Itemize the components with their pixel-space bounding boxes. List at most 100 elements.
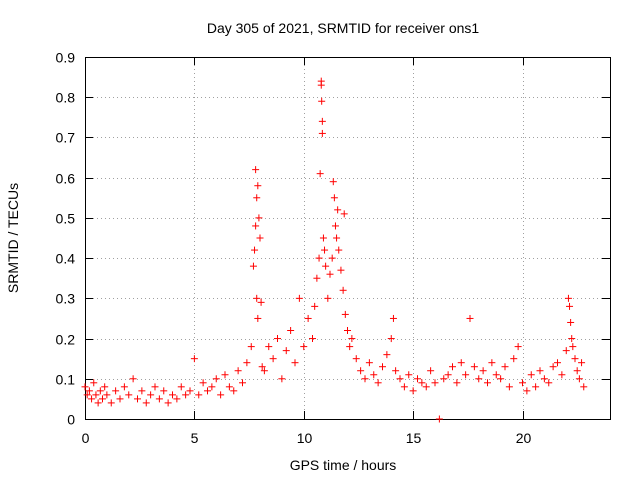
data-point [225, 383, 233, 391]
data-point [134, 395, 141, 403]
y-tick-label: 0.4 [56, 251, 76, 267]
data-point [479, 367, 487, 375]
data-point [328, 254, 336, 262]
y-axis-label: SRMTID / TECUs [5, 183, 21, 293]
data-point [462, 371, 470, 379]
data-point [339, 286, 347, 294]
data-point [575, 375, 583, 383]
grid [85, 57, 610, 419]
data-point [254, 314, 262, 322]
data-point [212, 375, 220, 383]
data-point [475, 375, 483, 383]
data-point [333, 234, 341, 242]
data-point [568, 335, 576, 343]
data-point [326, 270, 334, 278]
data-point [422, 383, 430, 391]
data-point [324, 294, 332, 302]
y-tick-label: 0 [67, 412, 75, 428]
data-point [147, 391, 155, 399]
x-axis-label: GPS time / hours [290, 457, 397, 473]
data-point [409, 387, 417, 395]
data-point [337, 266, 345, 274]
data-point [405, 371, 413, 379]
data-point [564, 294, 572, 302]
data-point [344, 327, 351, 335]
data-point [414, 375, 421, 383]
data-point [329, 178, 337, 186]
x-tick-label: 15 [406, 430, 422, 446]
data-point [348, 335, 356, 343]
data-point [383, 351, 391, 359]
data-point [431, 379, 439, 387]
plot-frame [85, 57, 611, 420]
data-point [255, 214, 263, 222]
y-tick-label: 0.5 [56, 211, 76, 227]
data-point [101, 383, 109, 391]
data-point [257, 298, 265, 306]
data-point [316, 170, 324, 178]
data-point [195, 391, 203, 399]
data-point [340, 210, 348, 218]
data-point [322, 262, 330, 270]
y-tick-label: 0.3 [56, 291, 76, 307]
data-point [352, 355, 360, 363]
data-point [492, 371, 500, 379]
data-point [103, 391, 111, 399]
data-point [562, 347, 570, 355]
data-point [558, 371, 566, 379]
data-point [142, 399, 150, 407]
data-point [243, 359, 251, 367]
data-point [291, 359, 299, 367]
data-point [396, 375, 404, 383]
data-point [501, 363, 509, 371]
data-point [392, 367, 400, 375]
data-point [374, 379, 382, 387]
data-point [331, 222, 339, 230]
data-point [304, 314, 312, 322]
data-point [580, 383, 588, 391]
data-point [221, 371, 229, 379]
data-point [457, 359, 465, 367]
x-tick-label: 5 [191, 430, 199, 446]
data-point [540, 375, 548, 383]
data-point [164, 399, 172, 407]
data-point [92, 391, 100, 399]
data-point [199, 379, 207, 387]
x-tick-label: 20 [516, 430, 532, 446]
data-point [536, 367, 544, 375]
data-point [253, 294, 261, 302]
data-point [571, 355, 579, 363]
data-point [311, 302, 319, 310]
data-point [265, 343, 273, 351]
data-point [116, 395, 124, 403]
data-point [466, 314, 474, 322]
data-point [418, 379, 426, 387]
data-point [514, 343, 522, 351]
data-point [523, 387, 531, 395]
data-point [160, 387, 168, 395]
data-point [545, 379, 553, 387]
data-point [317, 81, 325, 89]
data-point [318, 97, 326, 105]
data-point [173, 395, 181, 403]
data-point [186, 387, 194, 395]
data-point [346, 343, 354, 351]
data-point [254, 182, 262, 190]
data-point [435, 415, 443, 423]
data-point [204, 387, 211, 395]
data-point [427, 367, 435, 375]
x-tick-label: 0 [82, 430, 90, 446]
data-point [260, 367, 268, 375]
data-point [330, 194, 338, 202]
data-point [440, 375, 448, 383]
data-point [341, 310, 349, 318]
data-point [99, 395, 106, 403]
data-point [549, 363, 557, 371]
data-point [247, 343, 255, 351]
data-point [83, 391, 91, 399]
data-point [258, 363, 266, 371]
data-point [252, 166, 260, 174]
data-point [527, 371, 535, 379]
data-point [444, 371, 452, 379]
